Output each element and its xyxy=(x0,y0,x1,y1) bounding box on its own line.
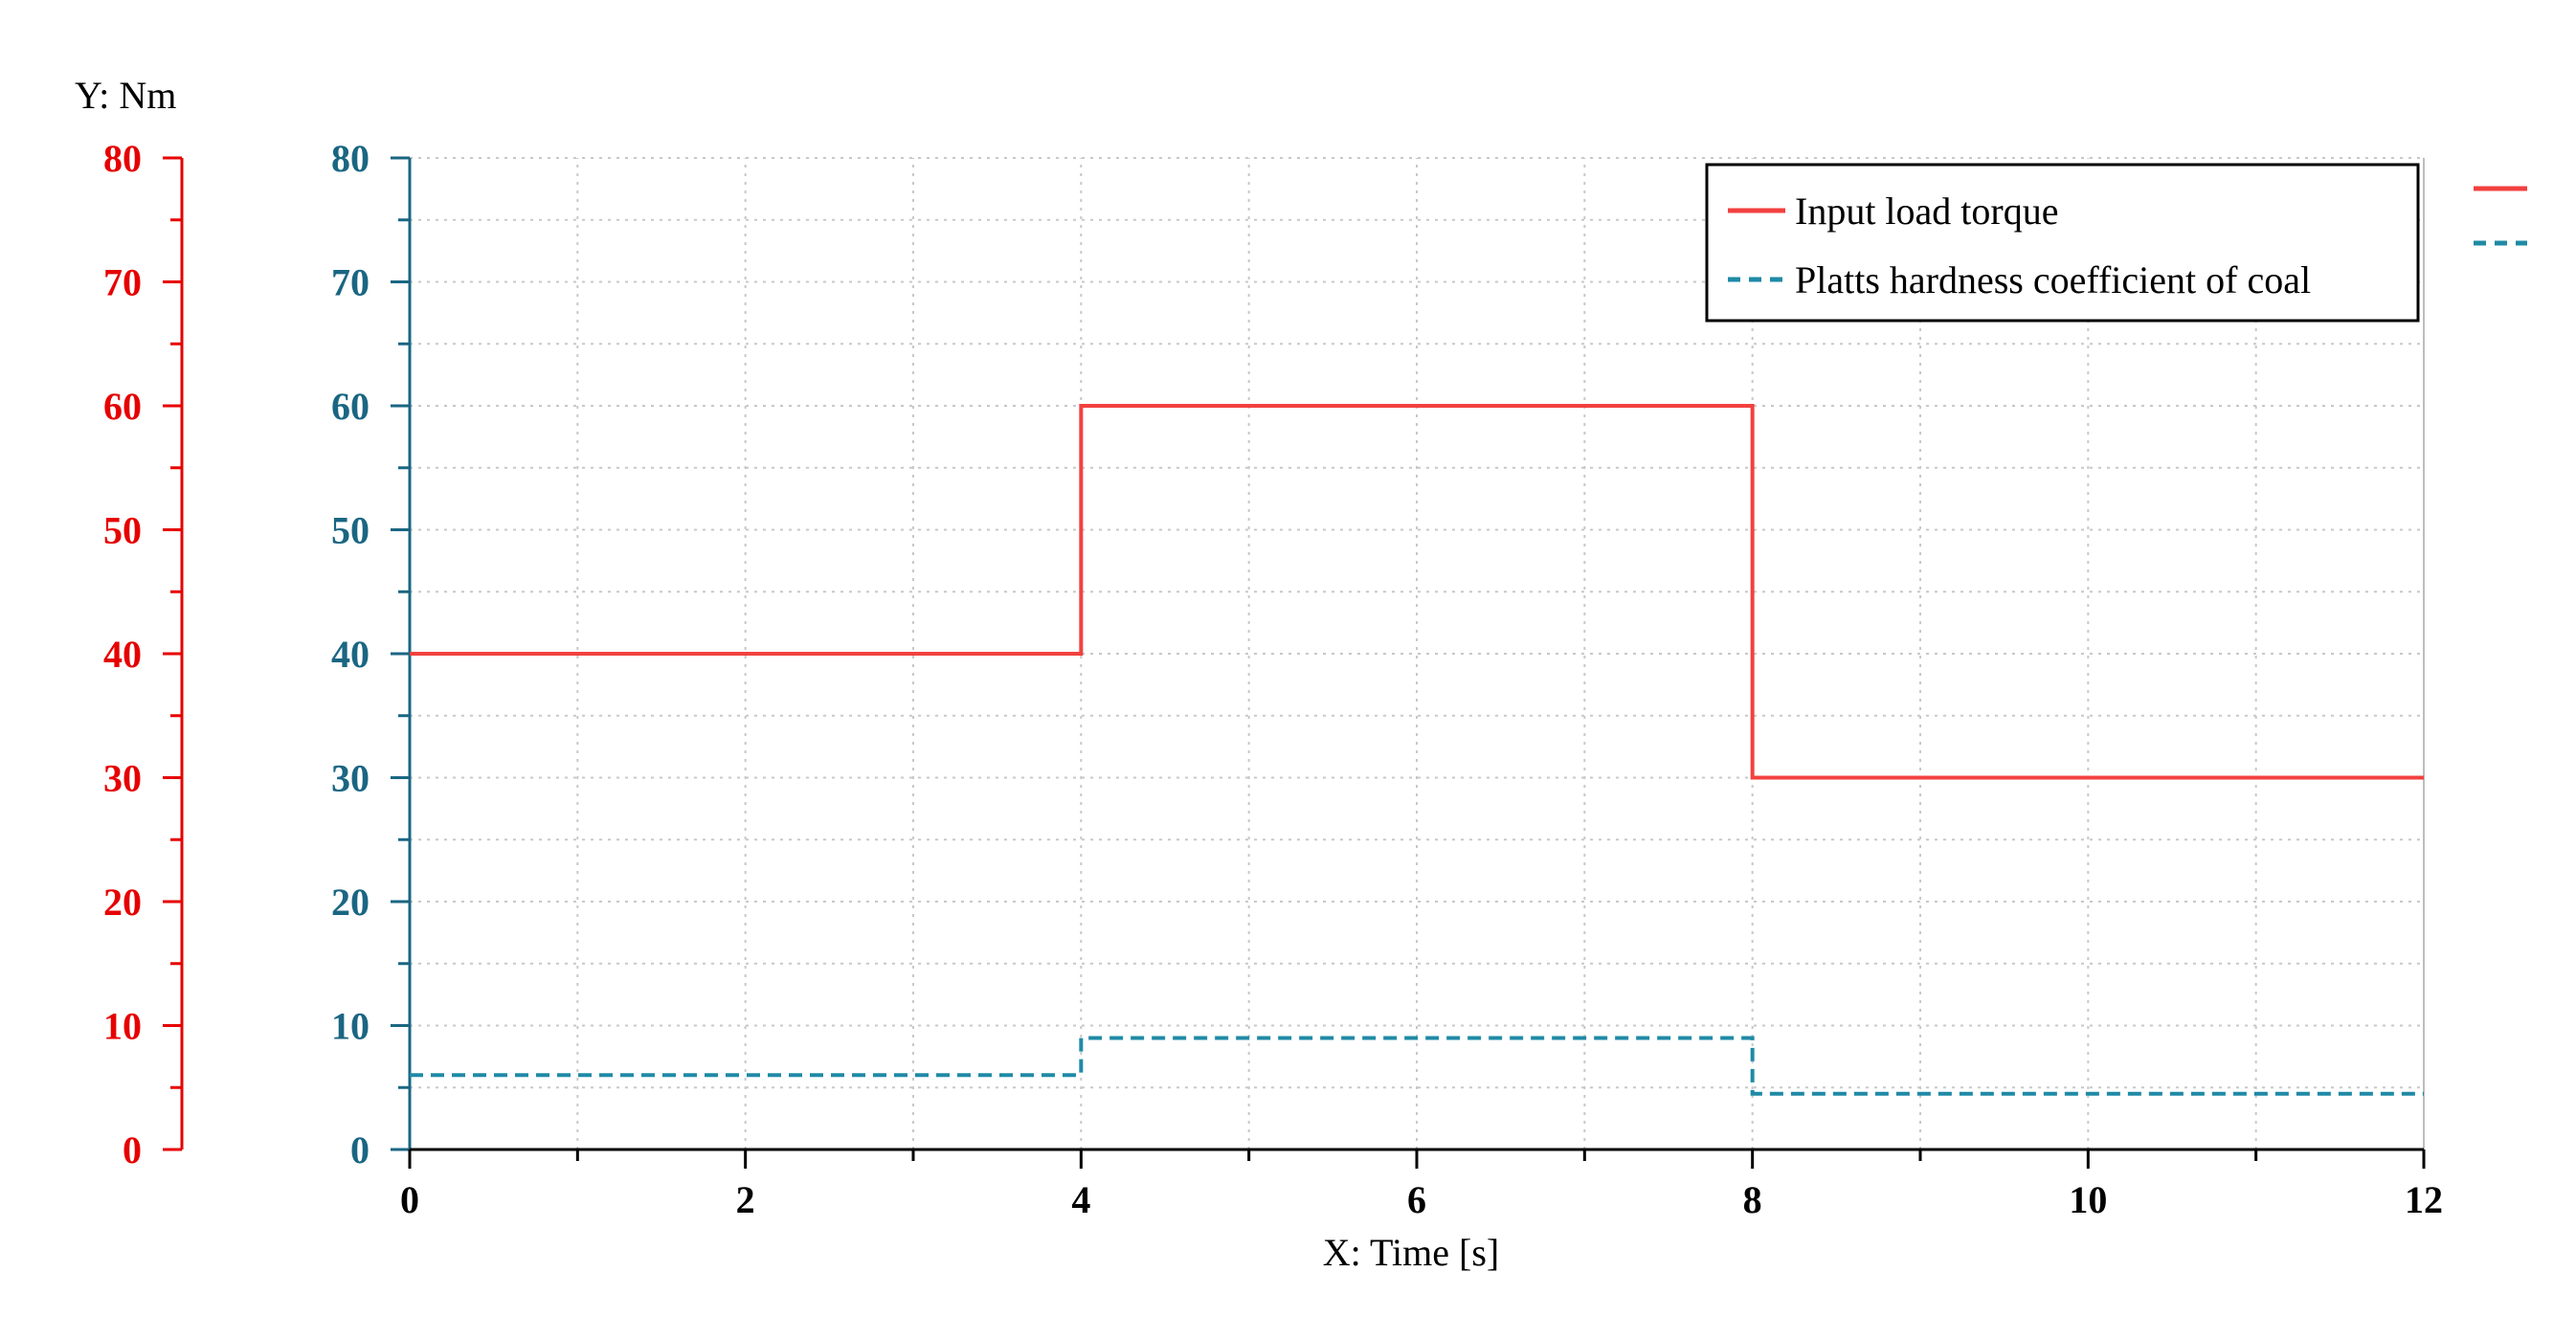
series-layer xyxy=(410,404,2424,1096)
left-axis-tick-label: 10 xyxy=(103,1005,142,1048)
x-axis-tick-label: 12 xyxy=(2405,1178,2443,1221)
right-legend-stubs xyxy=(2474,186,2527,246)
legend-box xyxy=(1705,163,2420,323)
main-y-axis-tick-label: 30 xyxy=(331,757,370,800)
x-axis-tick-label: 10 xyxy=(2069,1178,2107,1221)
left-axis-tick-label: 30 xyxy=(103,757,142,800)
main-y-axis-tick-label: 10 xyxy=(331,1005,370,1048)
main-y-axis-tick-label: 50 xyxy=(331,509,370,552)
main-y-axis-tick-label: 60 xyxy=(331,385,370,428)
x-axis-tick-label: 4 xyxy=(1071,1178,1090,1221)
main-y-axis-tick-label: 80 xyxy=(331,137,370,180)
left-axis-tick-label: 60 xyxy=(103,385,142,428)
series-line-1 xyxy=(410,404,2424,780)
y-axis-title: Y: Nm xyxy=(75,74,176,117)
x-axis-tick-label: 0 xyxy=(400,1178,419,1221)
main-y-axis-tick-label: 0 xyxy=(350,1128,370,1172)
main-y-axis-tick-label: 70 xyxy=(331,261,370,304)
x-axis-tick-label: 2 xyxy=(736,1178,755,1221)
main-y-axis-tick-label: 40 xyxy=(331,633,370,676)
left-axis-tick-label: 70 xyxy=(103,261,142,304)
series-line-2 xyxy=(410,1036,2424,1096)
left-axis-tick-label: 40 xyxy=(103,633,142,676)
grid xyxy=(410,157,2425,1150)
main-y-axis-tick-label: 20 xyxy=(331,881,370,924)
x-axis-title: X: Time [s] xyxy=(1323,1231,1500,1274)
x-axis: 0 2 4 6 8 10 12 xyxy=(400,1148,2443,1221)
left-y-axis: 0 10 20 30 40 50 60 70 80 xyxy=(103,137,184,1172)
legend-label: Platts hardness coefficient of coal xyxy=(1795,258,2311,301)
x-axis-tick-label: 6 xyxy=(1407,1178,1426,1221)
legend: Input load torque Platts hardness coeffic… xyxy=(1705,163,2420,323)
x-axis-tick-label: 8 xyxy=(1743,1178,1762,1221)
main-y-axis: 0 10 20 30 40 50 60 70 80 xyxy=(331,137,412,1172)
legend-label: Input load torque xyxy=(1795,190,2059,233)
left-axis-tick-label: 50 xyxy=(103,509,142,552)
left-axis-tick-label: 0 xyxy=(123,1128,142,1172)
left-axis-tick-label: 80 xyxy=(103,137,142,180)
left-axis-tick-label: 20 xyxy=(103,881,142,924)
